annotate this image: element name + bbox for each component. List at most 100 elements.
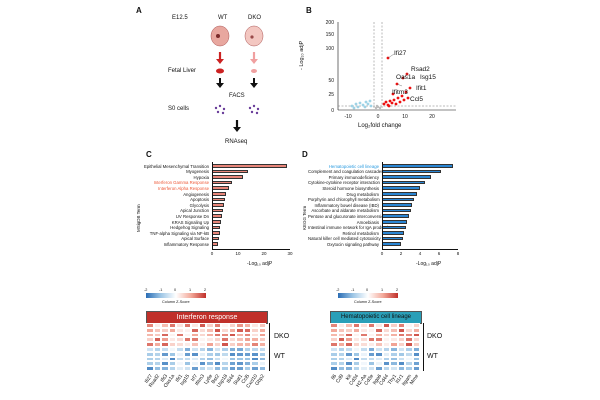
heatmap-cell xyxy=(405,332,413,338)
heatmap-cell xyxy=(221,327,229,333)
heatmap-cell xyxy=(243,337,251,343)
bar xyxy=(212,220,222,224)
bar-y-axis xyxy=(212,162,213,249)
heatmap-cell xyxy=(397,351,405,357)
heatmap-cell xyxy=(168,327,176,333)
figure: A E12.5 WT DKO Fetal Liver FACS S0 cells xyxy=(132,0,468,400)
legend-tick: 1 xyxy=(381,288,384,292)
heatmap-cell xyxy=(153,327,161,333)
heatmap-cell xyxy=(258,342,266,347)
bar-label: Natural killer cell mediated cytotoxicit… xyxy=(308,236,381,242)
heatmap-cell xyxy=(405,323,413,328)
bar xyxy=(212,164,288,168)
heatmap-cell xyxy=(236,347,244,352)
bar xyxy=(382,208,411,213)
heatmap-cell xyxy=(176,342,184,347)
heatmap-cell xyxy=(375,366,383,371)
panel-a-label: A xyxy=(136,6,142,15)
heatmap-cell xyxy=(183,327,191,333)
workflow-diagram xyxy=(210,25,264,132)
heatmap-cell xyxy=(360,332,368,338)
heatmap-cell xyxy=(352,356,360,362)
heatmap-cell xyxy=(360,347,368,352)
heatmap-cell xyxy=(251,351,259,357)
heatmap-cell xyxy=(153,366,161,371)
heatmap-cell xyxy=(367,337,375,343)
heatmap-cell xyxy=(360,351,368,357)
heatmap-cell xyxy=(360,361,368,367)
heatmap-cell xyxy=(345,347,353,352)
heatmap-cell xyxy=(168,342,176,347)
heat-right-wt-label: WT xyxy=(427,353,438,360)
kegg-bar-chart: Hematopoietic cell lineage Complement and… xyxy=(308,162,462,262)
heatmap-cell xyxy=(198,342,206,347)
heatmap-cell xyxy=(382,366,390,371)
heatmap-cell xyxy=(390,366,398,371)
heatmap-cell xyxy=(161,347,169,352)
legend-title: Column Z-Score xyxy=(354,300,382,304)
heatmap-cell xyxy=(330,361,338,367)
heatmap-cell xyxy=(183,366,191,371)
heatmap-cell xyxy=(228,332,236,338)
heatmap-cell xyxy=(191,356,199,362)
heatmap-cell xyxy=(330,323,338,328)
heatmap-cell xyxy=(168,366,176,371)
heatmap-cell xyxy=(213,337,221,343)
heatmap-cell xyxy=(191,337,199,343)
heatmap-cell xyxy=(397,366,405,371)
heatmap-cell xyxy=(397,347,405,352)
heatmap-cell xyxy=(221,347,229,352)
heatmap-cell xyxy=(191,327,199,333)
legend-tick: 1 xyxy=(189,288,192,292)
heatmap-cell xyxy=(412,327,420,333)
bar-label: Drug metabolism xyxy=(346,191,379,197)
heatmap-cell xyxy=(183,356,191,362)
gene-label-oas1a: Oas1a xyxy=(396,74,416,81)
s0-cells-label: S0 cells xyxy=(168,106,190,112)
heatmap-cell xyxy=(221,342,229,347)
bar xyxy=(212,197,225,202)
heatmap-cell xyxy=(146,361,154,367)
heatmap-cell xyxy=(153,337,161,343)
gene-label-ccl5: Ccl5 xyxy=(410,96,424,103)
heatmap-cell xyxy=(405,337,413,343)
bar-y-axis xyxy=(382,162,383,249)
bar-x-tick: 0 xyxy=(380,251,384,256)
heatmap-cell xyxy=(146,323,154,328)
heatmap-cell xyxy=(228,347,236,352)
heatmap-cell xyxy=(405,327,413,333)
bar-label: Apical Surface xyxy=(181,236,209,242)
heatmap-cell xyxy=(405,366,413,371)
heatmap-cell xyxy=(146,356,154,362)
heatmap-cell xyxy=(251,361,259,367)
heatmap-cell xyxy=(390,361,398,367)
heatmap-cell xyxy=(176,332,184,338)
heatmap-cell xyxy=(382,356,390,362)
heatmap-cell xyxy=(221,356,229,362)
bar xyxy=(382,203,413,207)
legend-tick: 0 xyxy=(174,288,177,292)
bar-x-tick: 0 xyxy=(210,251,214,256)
hematopoietic-title-bar: Hematopoietic cell lineage xyxy=(330,311,422,324)
heatmap-cell xyxy=(251,366,259,371)
heatmap-cell xyxy=(236,332,244,338)
svg-text:0: 0 xyxy=(331,108,334,114)
heatmap-cell xyxy=(382,327,390,333)
bar-label: Amoebiasis xyxy=(356,219,379,225)
heatmap-cell xyxy=(146,351,154,357)
heatmap-cell xyxy=(258,323,266,328)
kegg-xlabel: -Log₁₀ adjP xyxy=(416,261,442,267)
heatmap-cell xyxy=(191,332,199,338)
bar xyxy=(212,192,227,196)
bar xyxy=(212,175,244,179)
heatmap-cell xyxy=(236,356,244,362)
heatmap-cell xyxy=(337,361,345,367)
bar xyxy=(382,236,403,241)
heatmap-cell xyxy=(405,361,413,367)
bar-x-tick: 30 xyxy=(287,251,293,256)
volcano-xlabel: Log₂fold change xyxy=(358,123,402,129)
heatmap-cell xyxy=(183,351,191,357)
heatmap-cell xyxy=(153,351,161,357)
heatmap-cell xyxy=(198,366,206,371)
heatmap-cell xyxy=(258,351,266,357)
